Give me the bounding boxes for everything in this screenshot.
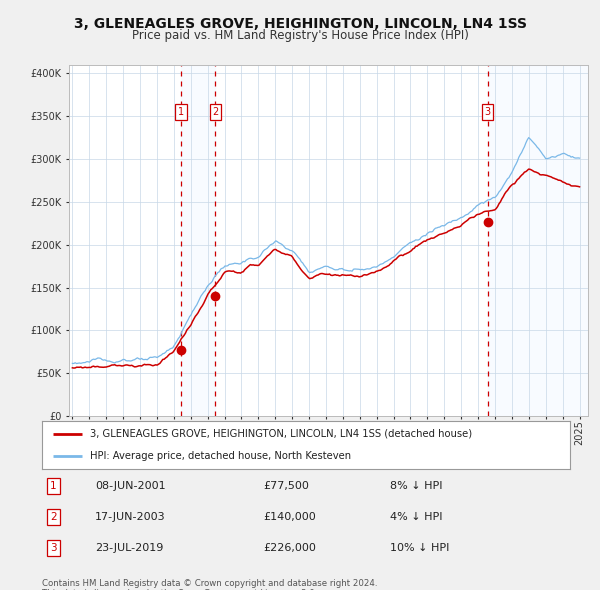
Text: Price paid vs. HM Land Registry's House Price Index (HPI): Price paid vs. HM Land Registry's House …	[131, 30, 469, 42]
Text: 2: 2	[50, 512, 57, 522]
Text: £77,500: £77,500	[264, 481, 310, 491]
Text: 2: 2	[212, 107, 218, 117]
Text: HPI: Average price, detached house, North Kesteven: HPI: Average price, detached house, Nort…	[89, 451, 350, 461]
Text: £140,000: £140,000	[264, 512, 317, 522]
Text: 1: 1	[178, 107, 184, 117]
Text: 3, GLENEAGLES GROVE, HEIGHINGTON, LINCOLN, LN4 1SS: 3, GLENEAGLES GROVE, HEIGHINGTON, LINCOL…	[74, 17, 527, 31]
Text: 1: 1	[50, 481, 57, 491]
Bar	[181, 65, 215, 416]
Text: Contains HM Land Registry data © Crown copyright and database right 2024.
This d: Contains HM Land Registry data © Crown c…	[42, 579, 377, 590]
Text: 3: 3	[485, 107, 491, 117]
Bar	[488, 65, 588, 416]
Text: 3: 3	[50, 543, 57, 553]
Text: £226,000: £226,000	[264, 543, 317, 553]
Text: 10% ↓ HPI: 10% ↓ HPI	[391, 543, 450, 553]
Text: 8% ↓ HPI: 8% ↓ HPI	[391, 481, 443, 491]
Text: 3, GLENEAGLES GROVE, HEIGHINGTON, LINCOLN, LN4 1SS (detached house): 3, GLENEAGLES GROVE, HEIGHINGTON, LINCOL…	[89, 429, 472, 439]
Text: 17-JUN-2003: 17-JUN-2003	[95, 512, 166, 522]
Text: 08-JUN-2001: 08-JUN-2001	[95, 481, 166, 491]
Text: 4% ↓ HPI: 4% ↓ HPI	[391, 512, 443, 522]
Text: 23-JUL-2019: 23-JUL-2019	[95, 543, 163, 553]
